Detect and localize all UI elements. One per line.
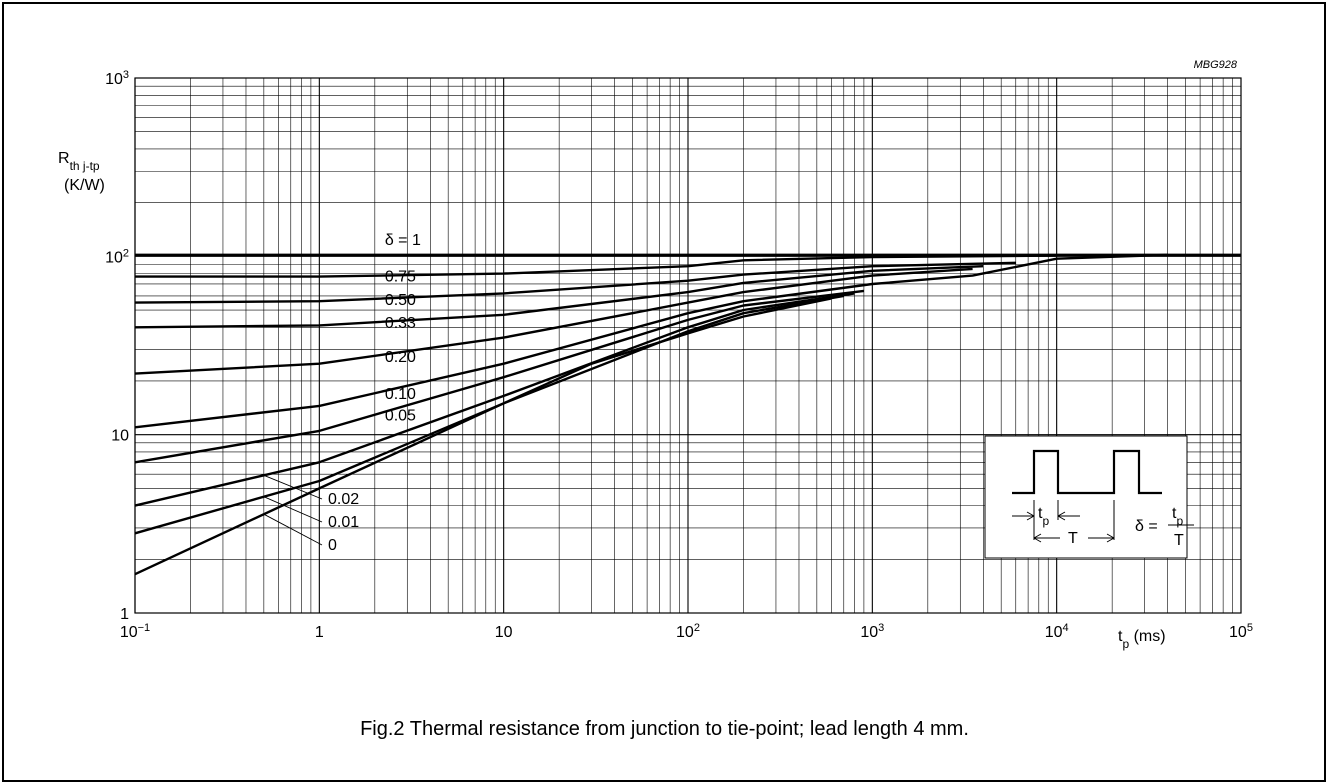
series-label: 0.75 — [385, 269, 416, 286]
series-label: 0.05 — [385, 408, 416, 425]
duty-cycle-formula: δ = — [1135, 518, 1158, 535]
series-line-033 — [134, 265, 984, 329]
series-label: 0.50 — [385, 292, 416, 309]
x-tick-label: 104 — [1045, 622, 1069, 641]
figure-caption: Fig.2 Thermal resistance from junction t… — [360, 718, 969, 740]
y-tick-label: 10 — [111, 428, 129, 445]
series-label: 0.33 — [385, 315, 416, 332]
formula-numerator: tp — [1172, 505, 1183, 528]
x-tick-label: 103 — [860, 622, 884, 641]
label-leader — [263, 474, 323, 500]
y-axis-label: Rth j-tp — [58, 150, 100, 173]
series-label: 0.20 — [385, 349, 416, 366]
chart-series — [134, 253, 1241, 576]
arrow-icon — [1088, 533, 1115, 543]
series-line-005 — [134, 289, 865, 464]
arrow-icon — [1012, 511, 1035, 521]
arrow-icon — [1033, 533, 1060, 543]
x-tick-label: 10−1 — [120, 622, 150, 641]
series-line-075 — [135, 254, 1057, 278]
series-line-010 — [134, 253, 1168, 429]
series-label: 0.02 — [328, 491, 359, 508]
x-tick-label: 1 — [315, 624, 324, 641]
pulse-waveform — [1012, 449, 1162, 495]
y-tick-label: 103 — [105, 69, 129, 88]
duty-cycle-inset: tp Tδ = tp T — [984, 435, 1194, 559]
y-axis-unit: (K/W) — [64, 177, 105, 194]
pulse-width-label: tp — [1038, 505, 1049, 528]
inset-box — [984, 435, 1188, 559]
series-label: 0.01 — [328, 514, 359, 531]
chart-grid — [134, 77, 1242, 614]
series-label: 0.10 — [385, 386, 416, 403]
x-tick-label: 105 — [1229, 622, 1253, 641]
y-tick-label: 102 — [105, 247, 129, 266]
x-axis-label: tp (ms) — [1118, 628, 1166, 651]
series-line-020 — [134, 267, 973, 375]
x-tick-label: 102 — [676, 622, 700, 641]
series-label: δ = 1 — [385, 232, 421, 249]
formula-denominator: T — [1174, 532, 1184, 549]
figure-code: MBG928 — [1194, 59, 1238, 71]
arrow-icon — [1057, 511, 1080, 521]
series-line-0 — [134, 297, 832, 576]
label-leader — [263, 496, 323, 523]
series-label: 0 — [328, 537, 337, 554]
x-tick-label: 10 — [495, 624, 513, 641]
series-line-001 — [134, 294, 845, 535]
label-leader — [263, 513, 323, 546]
period-label: T — [1068, 530, 1078, 547]
y-tick-label: 1 — [120, 606, 129, 623]
series-line-050 — [134, 261, 1016, 304]
